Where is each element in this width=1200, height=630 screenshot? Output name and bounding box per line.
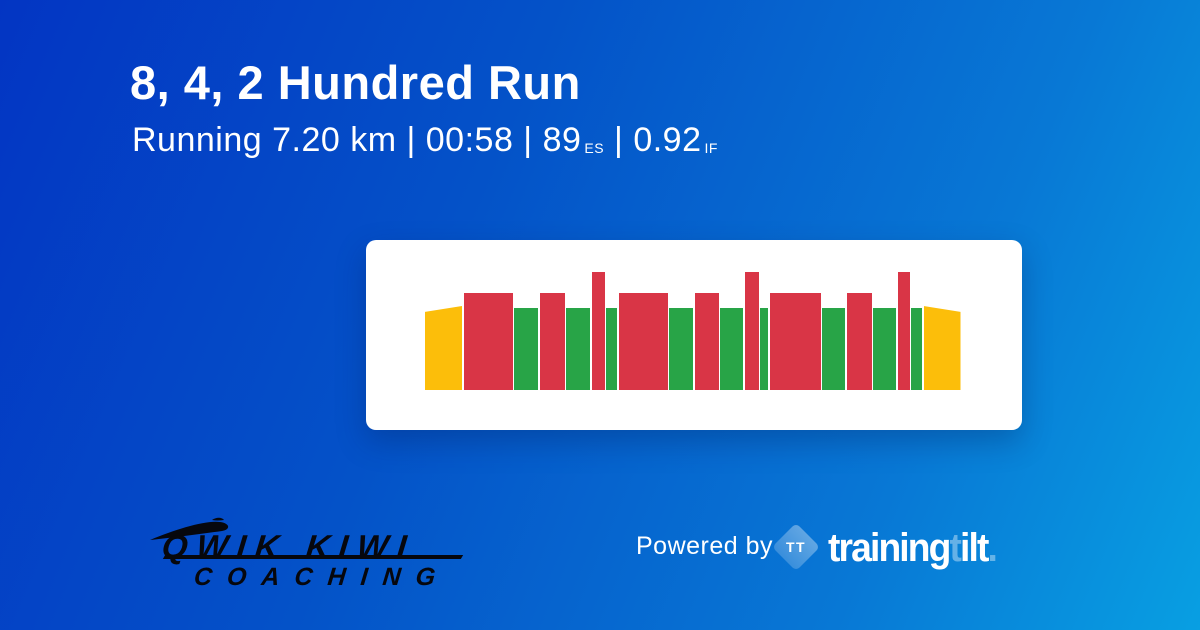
powered-by-label: Powered by [636, 532, 774, 560]
brand-logo: QWIK KIWI COACHING [150, 514, 480, 598]
wordmark-ilt: ilt [960, 526, 989, 570]
chart-bar-work [846, 293, 872, 390]
chart-bar-work [539, 293, 565, 390]
chart-bar-recovery [822, 308, 845, 390]
brand-underline [162, 555, 464, 559]
page-title: 8, 4, 2 Hundred Run [130, 56, 581, 109]
chart-bar-work [744, 272, 759, 390]
chart-bar-cooldown [923, 306, 961, 390]
wordmark-period: . [987, 526, 998, 570]
chart-bar-work [769, 293, 821, 390]
chart-bar-work [897, 272, 910, 390]
workout-chart [425, 272, 963, 390]
subtitle-main: Running 7.20 km | 00:58 | 89 [132, 121, 582, 159]
wordmark-training: training [828, 526, 951, 570]
trainingtilt-wordmark: trainingtilt. [828, 526, 998, 571]
chart-bar-recovery [566, 308, 590, 390]
chart-bar-work [463, 293, 513, 390]
chart-bar-work [694, 293, 719, 390]
stat-subscript-if: IF [704, 140, 718, 156]
workout-card [366, 240, 1022, 430]
chart-bar-recovery [760, 308, 768, 390]
chart-bar-recovery [606, 308, 617, 390]
kiwi-swoosh-icon [150, 517, 229, 540]
chart-bar-recovery [669, 308, 693, 390]
chart-bar-recovery [514, 308, 538, 390]
chart-bar-work [591, 272, 605, 390]
chart-bar-recovery [720, 308, 743, 390]
chart-bar-work [618, 293, 668, 390]
tt-diamond-logo: TT [771, 522, 821, 572]
chart-bar-recovery [873, 308, 896, 390]
page-subtitle: Running 7.20 km | 00:58 | 89 ES | 0.92 IF [132, 120, 718, 161]
stat-subscript-es: ES [584, 140, 605, 156]
brand-name: QWIK KIWI [160, 528, 418, 565]
chart-bar-recovery [911, 308, 922, 390]
subtitle-if-value: | 0.92 [604, 121, 702, 159]
brand-subtitle: COACHING [192, 563, 452, 591]
wordmark-t-faded: t [949, 526, 962, 570]
tt-monogram: TT [785, 538, 807, 555]
chart-bar-warmup [425, 306, 462, 390]
